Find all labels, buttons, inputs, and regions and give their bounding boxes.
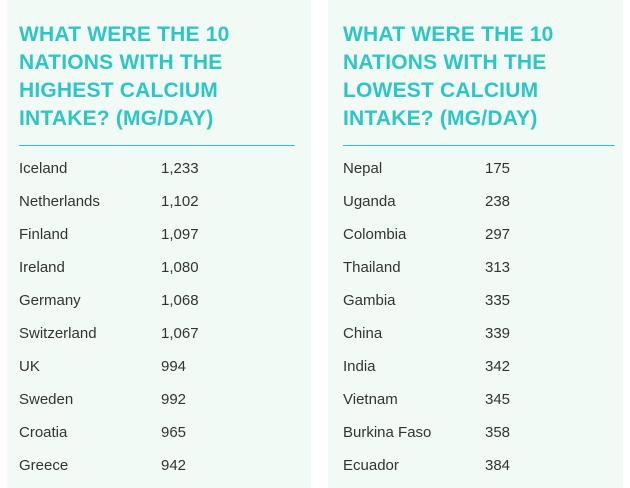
calcium-value: 297 [485, 226, 511, 243]
country-name: Vietnam [343, 391, 398, 408]
calcium-value: 1,097 [161, 226, 199, 243]
country-name: China [343, 325, 383, 342]
country-name: Germany [19, 292, 81, 309]
country-name: Sweden [19, 391, 74, 408]
country-name: Croatia [19, 424, 68, 441]
calcium-value: 358 [485, 424, 511, 441]
calcium-value: 384 [485, 457, 511, 474]
country-name: Netherlands [19, 193, 100, 210]
calcium-value: 339 [485, 325, 511, 342]
calcium-value: 335 [485, 292, 511, 309]
divider [343, 145, 615, 146]
country-name: Uganda [343, 193, 396, 210]
country-name: Switzerland [19, 325, 97, 342]
panel: WHAT WERE THE 10 NATIONS WITH THE HIGHES… [7, 0, 311, 488]
table-row: Iceland 1,233 [19, 152, 279, 185]
table-row: Gambia 335 [343, 284, 603, 317]
calcium-value: 1,080 [161, 259, 199, 276]
table-row: China 339 [343, 317, 603, 350]
country-name: Iceland [19, 160, 68, 177]
country-name: Ireland [19, 259, 65, 276]
table: Iceland 1,233 Netherlands 1,102 Finland 1,097… [19, 152, 279, 482]
country-name: Nepal [343, 160, 383, 177]
table-row: Finland 1,097 [19, 218, 279, 251]
calcium-value: 313 [485, 259, 511, 276]
country-name: Finland [19, 226, 69, 243]
table-row: Colombia 297 [343, 218, 603, 251]
table-row: India 342 [343, 350, 603, 383]
calcium-value: 175 [485, 160, 511, 177]
calcium-value: 942 [161, 457, 187, 474]
calcium-value: 992 [161, 391, 187, 408]
table-row: Germany 1,068 [19, 284, 279, 317]
country-name: Burkina Faso [343, 424, 432, 441]
country-name: Colombia [343, 226, 407, 243]
table-row: Nepal 175 [343, 152, 603, 185]
calcium-value: 965 [161, 424, 187, 441]
table: Nepal 175 Uganda 238 Colombia 297 Thailand 313 G… [343, 152, 603, 482]
table-row: Vietnam 345 [343, 383, 603, 416]
country-name: India [343, 358, 376, 375]
country-name: Ecuador [343, 457, 399, 474]
calcium-value: 1,233 [161, 160, 199, 177]
table-row: Greece 942 [19, 449, 279, 482]
panel: WHAT WERE THE 10 NATIONS WITH THE LOWEST… [328, 0, 623, 488]
table-row: Uganda 238 [343, 185, 603, 218]
calcium-value: 345 [485, 391, 511, 408]
calcium-value: 1,068 [161, 292, 199, 309]
table-row: Thailand 313 [343, 251, 603, 284]
calcium-value: 1,102 [161, 193, 199, 210]
calcium-value: 1,067 [161, 325, 199, 342]
country-name: Greece [19, 457, 69, 474]
calcium-value: 238 [485, 193, 511, 210]
table-row: Croatia 965 [19, 416, 279, 449]
panel-title: WHAT WERE THE 10 NATIONS WITH THE HIGHES… [19, 23, 230, 130]
calcium-value: 994 [161, 358, 187, 375]
country-name: Thailand [343, 259, 401, 276]
country-name: Gambia [343, 292, 396, 309]
table-row: Ecuador 384 [343, 449, 603, 482]
table-row: Ireland 1,080 [19, 251, 279, 284]
panel-title: WHAT WERE THE 10 NATIONS WITH THE LOWEST… [343, 23, 554, 130]
table-row: UK 994 [19, 350, 279, 383]
divider [19, 145, 295, 146]
table-row: Burkina Faso 358 [343, 416, 603, 449]
table-row: Switzerland 1,067 [19, 317, 279, 350]
table-row: Netherlands 1,102 [19, 185, 279, 218]
table-row: Sweden 992 [19, 383, 279, 416]
calcium-value: 342 [485, 358, 511, 375]
country-name: UK [19, 358, 40, 375]
